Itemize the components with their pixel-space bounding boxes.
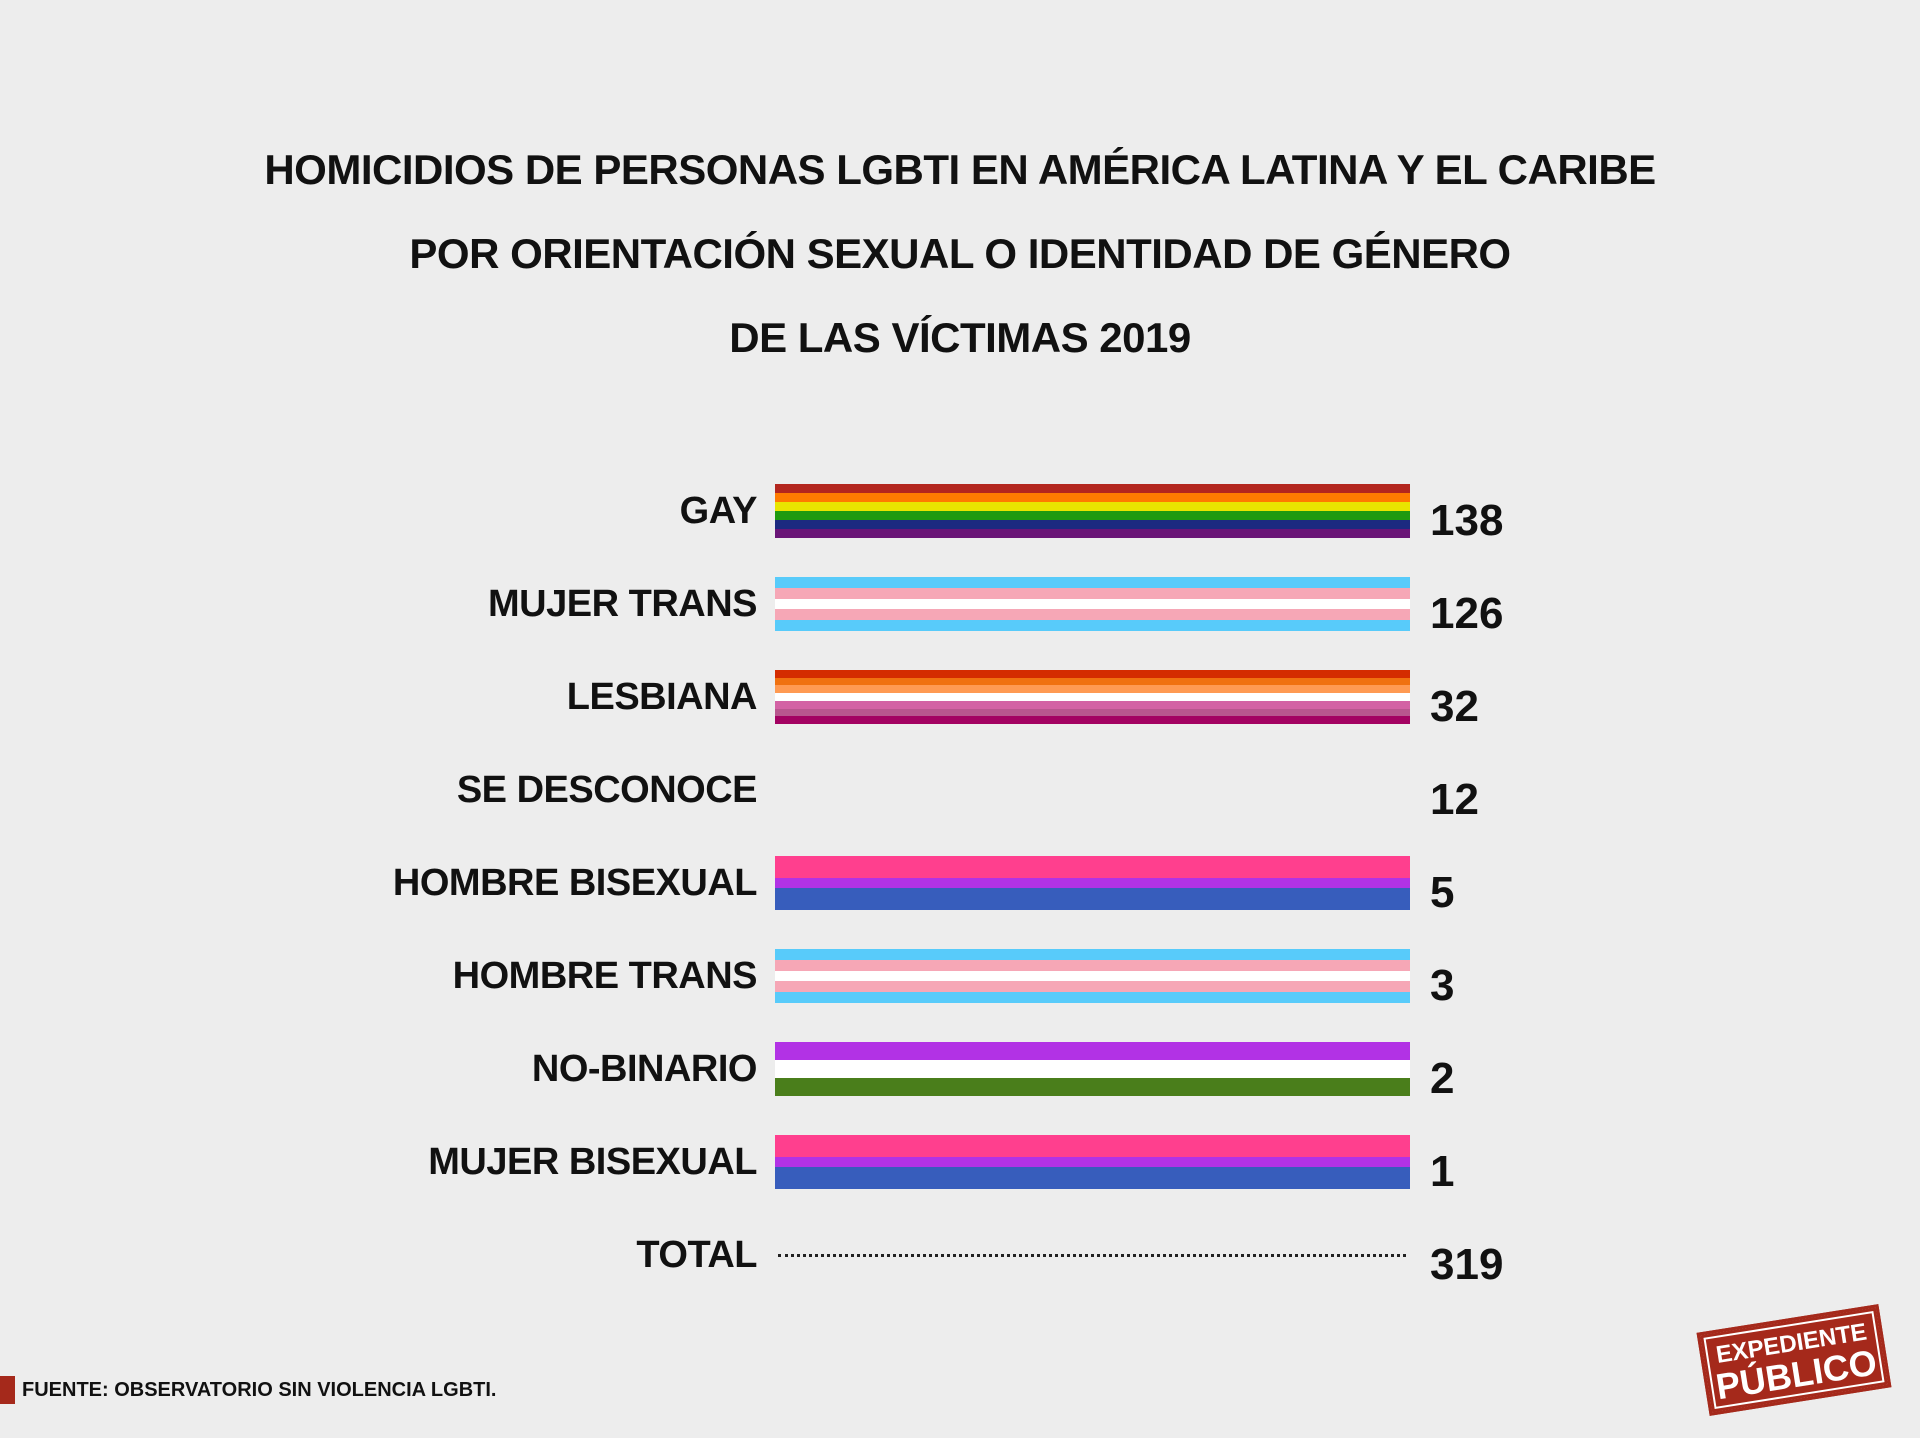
flag-stripe — [775, 529, 1410, 538]
flag-stripe — [775, 1042, 1410, 1060]
flag-stripe — [775, 856, 1410, 867]
flag-stripe — [775, 1178, 1410, 1189]
flag-stripe — [775, 981, 1410, 993]
flag-stripe — [775, 959, 1410, 971]
flag-stripe — [775, 1167, 1410, 1179]
expediente-publico-logo: EXPEDIENTE PÚBLICO — [1696, 1304, 1892, 1416]
title-line-1: HOMICIDIOS DE PERSONAS LGBTI EN AMÉRICA … — [264, 146, 1656, 193]
flag-stripe — [775, 866, 1410, 878]
flag-bar — [775, 484, 1410, 538]
flag-stripe — [775, 520, 1410, 529]
flag-bar — [775, 577, 1410, 631]
flag-stripe — [775, 484, 1410, 493]
value-label: 5 — [1430, 868, 1455, 917]
flag-stripe — [775, 511, 1410, 520]
flag-stripe — [775, 888, 1410, 900]
flag-stripe — [775, 992, 1410, 1003]
flag-bar — [775, 1042, 1410, 1096]
value-label: 2 — [1430, 1054, 1455, 1103]
flag-bar — [775, 949, 1410, 1003]
chart-row: SE DESCONOCE 12 — [0, 763, 1920, 824]
title-line-2: POR ORIENTACIÓN SEXUAL O IDENTIDAD DE GÉ… — [409, 230, 1511, 277]
flag-stripe — [775, 677, 1410, 686]
flag-stripe — [775, 620, 1410, 631]
category-label: MUJER BISEXUAL — [428, 1141, 757, 1183]
flag-stripe — [775, 899, 1410, 910]
flag-stripe — [775, 685, 1410, 694]
flag-stripe — [775, 877, 1410, 889]
total-row: TOTAL 319 — [0, 1228, 1920, 1289]
chart-row: HOMBRE TRANS 3 — [0, 949, 1920, 1010]
flag-stripe — [775, 716, 1410, 725]
title-line-3: DE LAS VÍCTIMAS 2019 — [729, 314, 1191, 361]
source-footer: FUENTE: OBSERVATORIO SIN VIOLENCIA LGBTI… — [0, 1376, 800, 1406]
flag-stripe — [775, 1060, 1410, 1078]
flag-stripe — [775, 1135, 1410, 1146]
flag-stripe — [775, 949, 1410, 960]
total-dotted-line — [778, 1254, 1406, 1257]
flag-bar — [775, 670, 1410, 725]
flag-stripe — [775, 502, 1410, 511]
flag-bar — [775, 856, 1410, 910]
category-label: MUJER TRANS — [488, 583, 757, 625]
value-label: 138 — [1430, 496, 1504, 545]
chart-row: LESBIANA 32 — [0, 670, 1920, 731]
value-label: 12 — [1430, 775, 1479, 824]
value-label: 3 — [1430, 961, 1455, 1010]
flag-stripe — [775, 587, 1410, 599]
flag-stripe — [775, 493, 1410, 502]
flag-bar — [775, 763, 1410, 817]
total-label: TOTAL — [636, 1234, 757, 1276]
chart-row: GAY 138 — [0, 484, 1920, 545]
flag-stripe — [775, 700, 1410, 709]
chart-row: HOMBRE BISEXUAL 5 — [0, 856, 1920, 917]
source-text: FUENTE: OBSERVATORIO SIN VIOLENCIA LGBTI… — [22, 1379, 497, 1401]
flag-stripe — [775, 577, 1410, 588]
total-value: 319 — [1430, 1240, 1504, 1289]
flag-stripe — [775, 693, 1410, 701]
chart-row: MUJER BISEXUAL 1 — [0, 1135, 1920, 1196]
value-label: 126 — [1430, 589, 1504, 638]
category-label: HOMBRE BISEXUAL — [392, 862, 758, 904]
flag-stripe — [775, 970, 1410, 982]
chart-row: MUJER TRANS 126 — [0, 577, 1920, 638]
flag-stripe — [775, 670, 1410, 678]
chart-title: HOMICIDIOS DE PERSONAS LGBTI EN AMÉRICA … — [0, 128, 1920, 380]
flag-stripe — [775, 1078, 1410, 1096]
flag-stripe — [775, 708, 1410, 717]
category-label: HOMBRE TRANS — [452, 955, 758, 997]
flag-stripe — [775, 609, 1410, 621]
flag-stripe — [775, 1145, 1410, 1157]
category-label: SE DESCONOCE — [456, 769, 758, 811]
value-label: 1 — [1430, 1147, 1455, 1196]
flag-bar — [775, 1135, 1410, 1189]
category-label: GAY — [679, 490, 758, 532]
value-label: 32 — [1430, 682, 1479, 731]
chart-row: NO-BINARIO 2 — [0, 1042, 1920, 1103]
category-label: LESBIANA — [566, 676, 758, 718]
flag-stripe — [775, 598, 1410, 610]
footer-accent-mark — [0, 1376, 15, 1404]
flag-stripe — [775, 1156, 1410, 1168]
category-label: NO-BINARIO — [531, 1048, 758, 1090]
